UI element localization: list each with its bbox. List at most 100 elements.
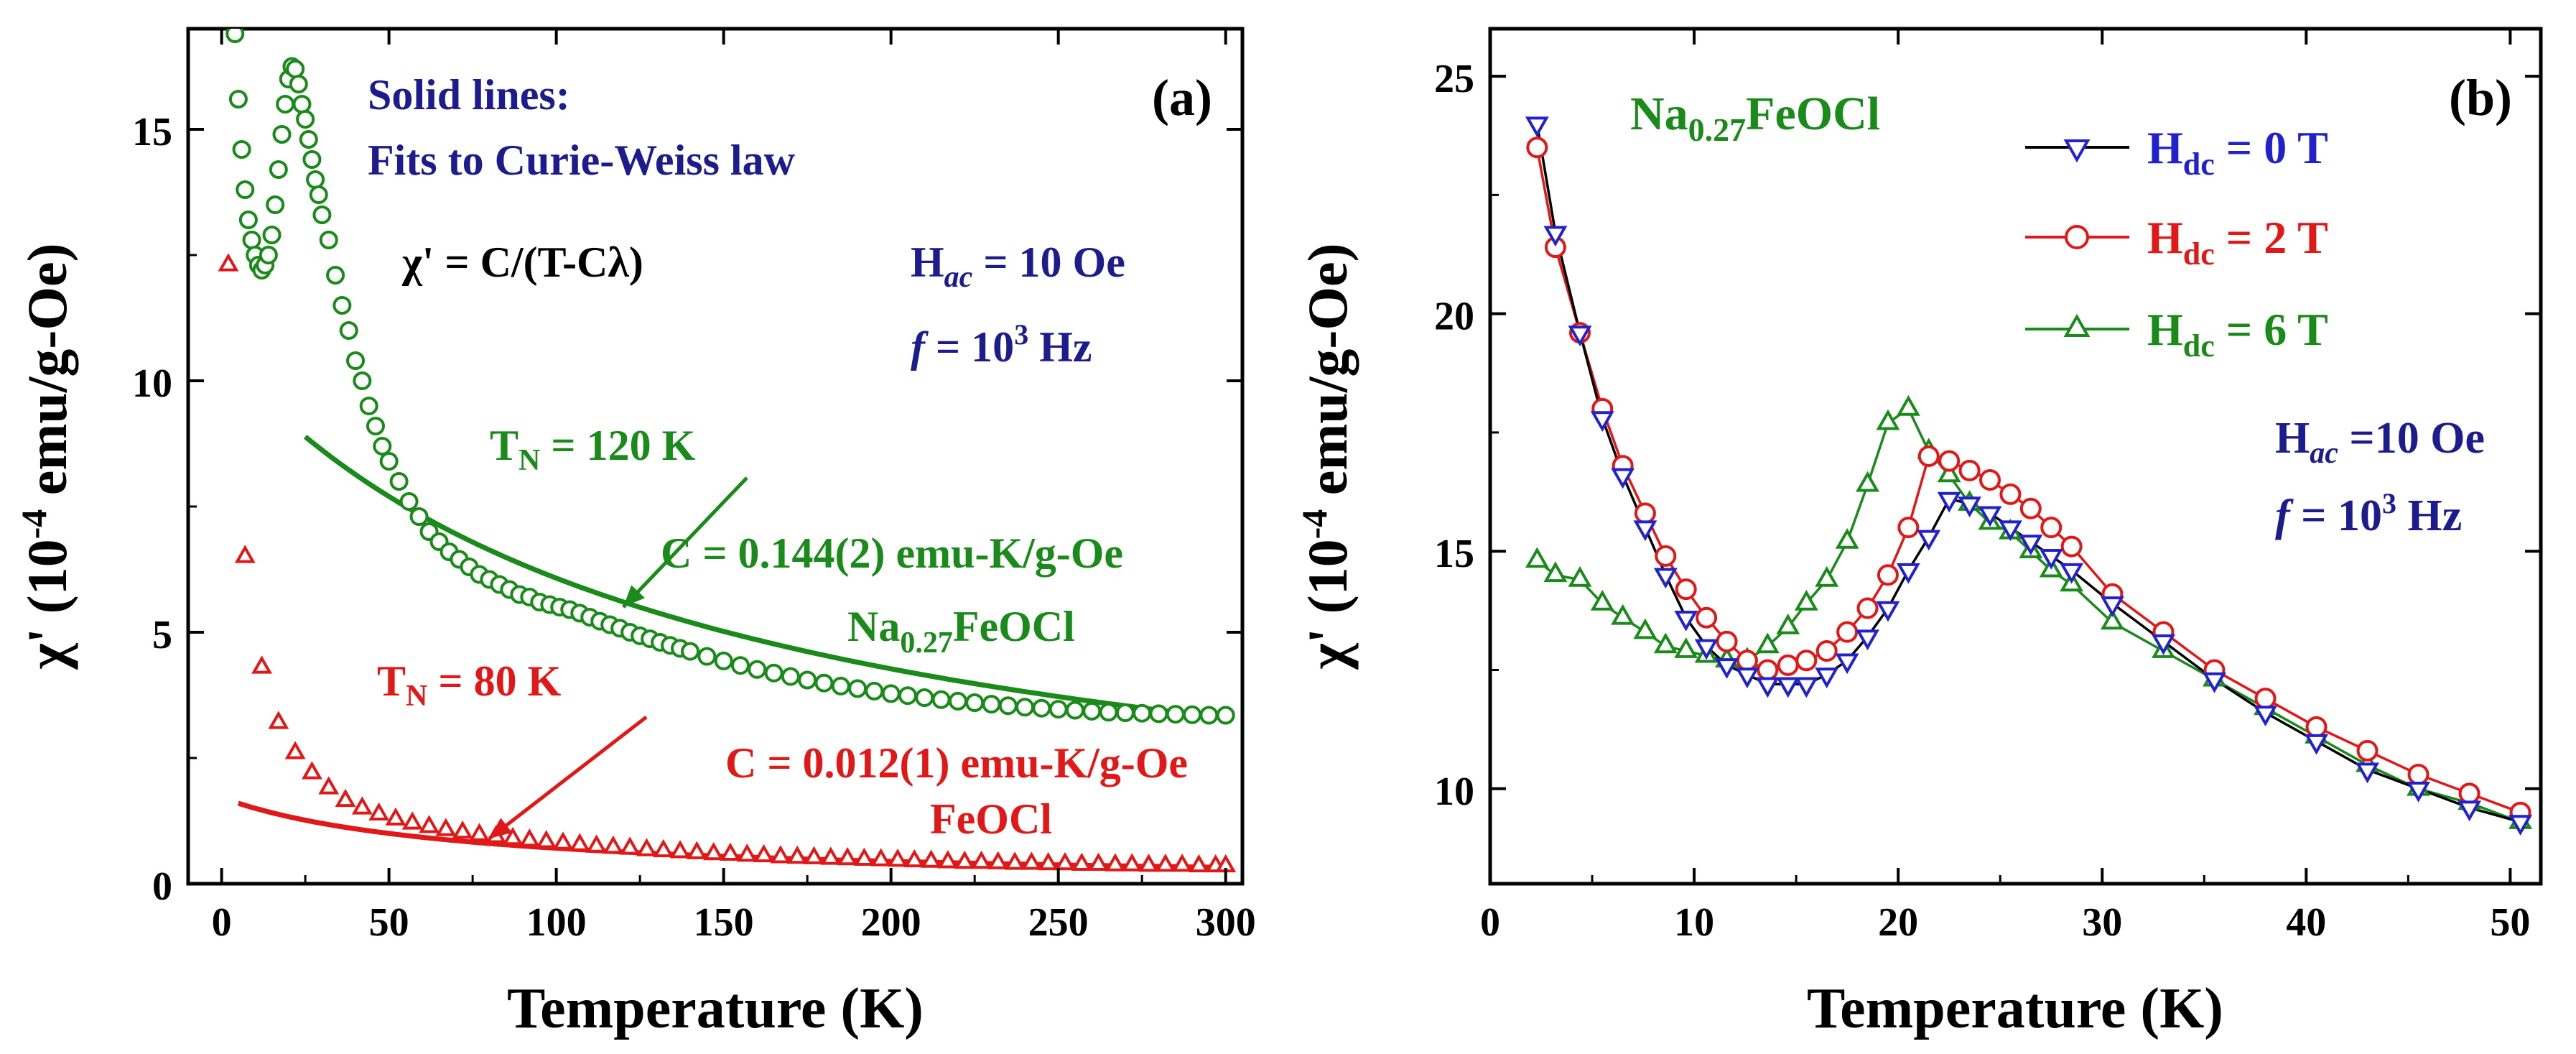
data-point-0 [1133, 703, 1152, 723]
data-point-1 [1105, 853, 1126, 872]
data-point-0 [1015, 698, 1035, 717]
data-point-0 [1937, 491, 1961, 513]
data-point-0 [309, 185, 328, 204]
data-point-0 [781, 667, 800, 686]
data-point-1 [1897, 517, 1920, 539]
data-point-0 [389, 472, 409, 491]
data-point-1 [1088, 852, 1110, 871]
data-point-1 [1795, 649, 1818, 672]
data-point-1 [2019, 497, 2042, 519]
data-point-2 [1815, 565, 1839, 587]
data-point-1 [619, 836, 641, 855]
data-point-0 [931, 690, 951, 709]
data-point-0 [865, 681, 884, 701]
x-tick-label: 0 [212, 900, 232, 945]
data-point-1 [2040, 517, 2063, 539]
data-point-1 [1958, 459, 1981, 481]
data-point-0 [965, 693, 985, 712]
data-point-0 [1611, 468, 1635, 489]
data-point-1 [1696, 606, 1718, 629]
data-point-0 [399, 492, 419, 511]
data-point-0 [266, 195, 285, 214]
data-point-0 [306, 170, 325, 189]
data-point-0 [2019, 535, 2043, 555]
data-point-0 [289, 75, 308, 93]
data-point-1 [2254, 688, 2277, 710]
data-point-0 [1856, 629, 1879, 651]
data-point-1 [401, 811, 423, 830]
annotation-arrow-1 [488, 716, 648, 840]
legend-marker-1 [2065, 225, 2089, 249]
tn-label-fe: TN = 80 K [377, 657, 562, 713]
data-point-0 [1082, 701, 1102, 721]
data-point-0 [1978, 506, 2002, 527]
panel-b-axes: 0 10 20 30 40 50 10 15 20 25 [1434, 29, 2541, 945]
data-point-1 [903, 849, 925, 868]
y-tick-label: 25 [1434, 57, 1474, 101]
tn-label-na: TN = 120 K [490, 422, 696, 477]
data-point-1 [1020, 851, 1042, 870]
panel-b-marks [1525, 116, 2533, 836]
data-point-1 [954, 850, 975, 869]
data-point-1 [804, 846, 824, 864]
formula-text: χ' = C/(T-Cλ) [401, 239, 643, 286]
data-point-1 [351, 796, 373, 815]
data-point-1 [519, 828, 540, 847]
y-tick-label: 15 [1434, 532, 1474, 576]
x-tick-label: 0 [1480, 900, 1500, 945]
data-point-0 [1776, 677, 1800, 698]
x-tick-label: 250 [1028, 900, 1089, 945]
panel-a-marks [218, 29, 1237, 873]
data-point-1 [921, 849, 942, 868]
data-point-2 [1937, 461, 1961, 483]
x-tick-label: 10 [1674, 900, 1714, 945]
legend-marker-0 [2063, 139, 2091, 163]
fit-line-0 [303, 435, 1223, 721]
data-point-0 [1048, 700, 1068, 719]
data-point-1 [1836, 621, 1859, 643]
panel-a-axes: 0 50 100 150 200 250 300 0 5 10 15 [132, 29, 1256, 945]
data-point-0 [302, 150, 322, 169]
x-tick-label: 200 [861, 900, 921, 945]
data-point-0 [1674, 610, 1698, 632]
x-tick-label: 30 [2082, 900, 2122, 945]
data-point-1 [1736, 649, 1758, 672]
data-point-2 [1590, 589, 1614, 611]
x-tick-label: 300 [1196, 900, 1256, 945]
data-point-0 [2152, 634, 2175, 655]
data-point-0 [1525, 116, 1549, 138]
data-point-0 [1917, 530, 1941, 551]
data-point-0 [1694, 639, 1719, 660]
data-point-0 [998, 696, 1018, 716]
data-point-0 [225, 29, 245, 43]
data-point-0 [748, 660, 767, 679]
data-point-1 [1188, 854, 1209, 873]
data-point-0 [312, 205, 332, 224]
data-point-0 [1568, 325, 1592, 347]
data-point-0 [409, 507, 429, 526]
data-point-0 [681, 642, 700, 661]
data-point-0 [326, 266, 345, 285]
data-point-1 [268, 711, 289, 729]
data-point-0 [296, 110, 315, 129]
data-point-0 [697, 647, 717, 666]
c-label-na: C = 0.144(2) emu-K/g-Oe [661, 530, 1123, 577]
data-point-1 [419, 815, 440, 833]
legend-label-0: Hdc = 0 T [2147, 122, 2328, 182]
data-point-1 [251, 655, 272, 674]
data-point-1 [2305, 716, 2328, 738]
data-point-0 [2100, 596, 2124, 617]
data-point-0 [1815, 667, 1839, 689]
data-point-1 [937, 850, 959, 869]
data-point-0 [2203, 672, 2226, 693]
data-point-1 [2356, 739, 2379, 762]
data-point-1 [736, 843, 758, 862]
data-point-2 [1835, 528, 1859, 549]
data-point-0 [2060, 563, 2084, 584]
data-point-0 [236, 180, 255, 199]
data-point-0 [881, 684, 901, 703]
data-point-1 [1054, 852, 1076, 871]
data-point-2 [1856, 471, 1879, 492]
freq-note-a: f = 103 Hz [911, 318, 1092, 371]
data-point-1 [853, 847, 875, 866]
